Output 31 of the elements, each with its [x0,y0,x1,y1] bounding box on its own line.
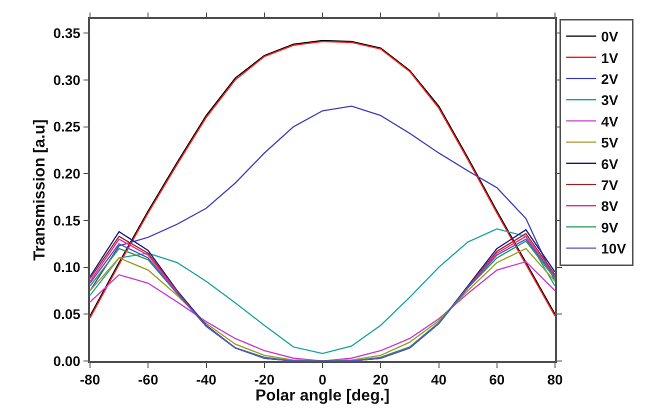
x-tick-label: 60 [489,372,505,388]
legend-label: 10V [601,240,627,257]
y-tick-label: 0.20 [53,166,81,182]
legend-label: 3V [601,92,619,108]
x-tick-label: -60 [138,372,158,388]
y-tick-label: 0.05 [53,306,81,322]
legend-label: 1V [601,50,619,66]
x-tick-label: 40 [430,372,447,388]
legend-label: 9V [601,219,619,236]
x-tick-label: -20 [254,372,275,388]
legend-label: 5V [601,134,619,151]
x-tick-label: -80 [80,372,100,388]
y-tick-label: 0.00 [53,352,81,369]
legend-label: 8V [601,198,619,214]
x-tick-label: 20 [372,372,389,388]
legend-label: 7V [601,176,619,193]
y-tick-label: 0.10 [53,259,81,276]
x-tick-label: -40 [196,372,217,388]
line-series [90,105,555,292]
y-tick-label: 0.25 [53,118,81,135]
y-tick-label: 0.30 [53,72,81,88]
legend-label: 4V [601,113,619,130]
y-tick-label: 0.15 [53,212,81,228]
x-tick-label: 0 [318,372,327,388]
y-axis-title: Transmission [a.u] [32,119,49,261]
x-tick-label: 80 [547,372,563,388]
legend-label: 0V [601,28,619,45]
legend-label: 2V [601,70,619,87]
y-tick-label: 0.35 [53,24,81,41]
x-axis-title: Polar angle [deg.] [255,388,390,405]
legend-label: 6V [601,156,619,172]
